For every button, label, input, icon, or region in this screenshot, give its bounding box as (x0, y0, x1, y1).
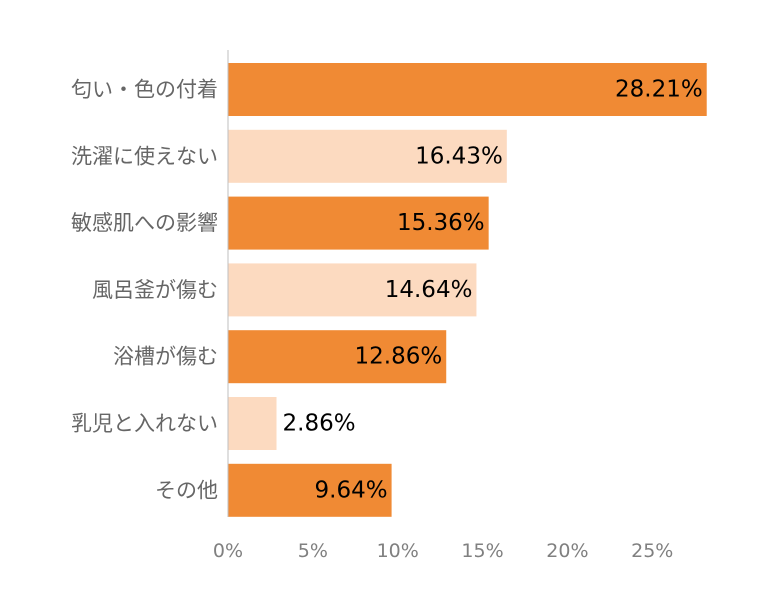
data-label-1: 28.21% (615, 77, 703, 103)
x-tick-label-1: 5% (298, 540, 328, 562)
x-tick-labels-group: 0% 5% 10% 15% 20% 25% (213, 540, 673, 562)
data-label-5: 12.86% (355, 344, 443, 370)
bar-2 (228, 129, 507, 183)
bar-1 (228, 63, 707, 116)
x-tick-label-2: 10% (377, 540, 419, 562)
data-label-6: 2.86% (283, 411, 356, 437)
category-label-1: 匂い・色の付着 (71, 78, 218, 102)
x-tick-label-5: 25% (631, 540, 673, 562)
category-label-3: 敏感肌への影響 (71, 211, 218, 235)
category-label-4: 風呂釜が傷む (92, 278, 218, 302)
bar-6 (228, 397, 277, 450)
data-label-4: 14.64% (385, 277, 473, 303)
x-tick-label-4: 20% (546, 540, 588, 562)
bar-4 (228, 263, 477, 317)
bar-3 (228, 196, 489, 250)
data-label-2: 16.43% (415, 143, 503, 169)
category-labels-group: 匂い・色の付着洗濯に使えない敏感肌への影響風呂釜が傷む浴槽が傷む乳児と入れないそ… (71, 78, 218, 503)
bar-5 (228, 330, 447, 384)
data-labels-group: 28.21% 16.43% 15.36% 14.64% 12.86% 2.86% 9.64% (283, 77, 703, 504)
bar-7 (228, 463, 392, 517)
category-label-5: 浴槽が傷む (113, 345, 218, 369)
x-tick-label-3: 15% (461, 540, 503, 562)
category-label-7: その他 (155, 478, 218, 502)
data-label-7: 9.64% (315, 477, 388, 503)
bars-group (228, 63, 707, 517)
x-tick-label-0: 0% (213, 540, 243, 562)
category-label-2: 洗濯に使えない (71, 144, 218, 168)
data-label-3: 15.36% (397, 210, 485, 236)
category-label-6: 乳児と入れない (71, 412, 218, 436)
